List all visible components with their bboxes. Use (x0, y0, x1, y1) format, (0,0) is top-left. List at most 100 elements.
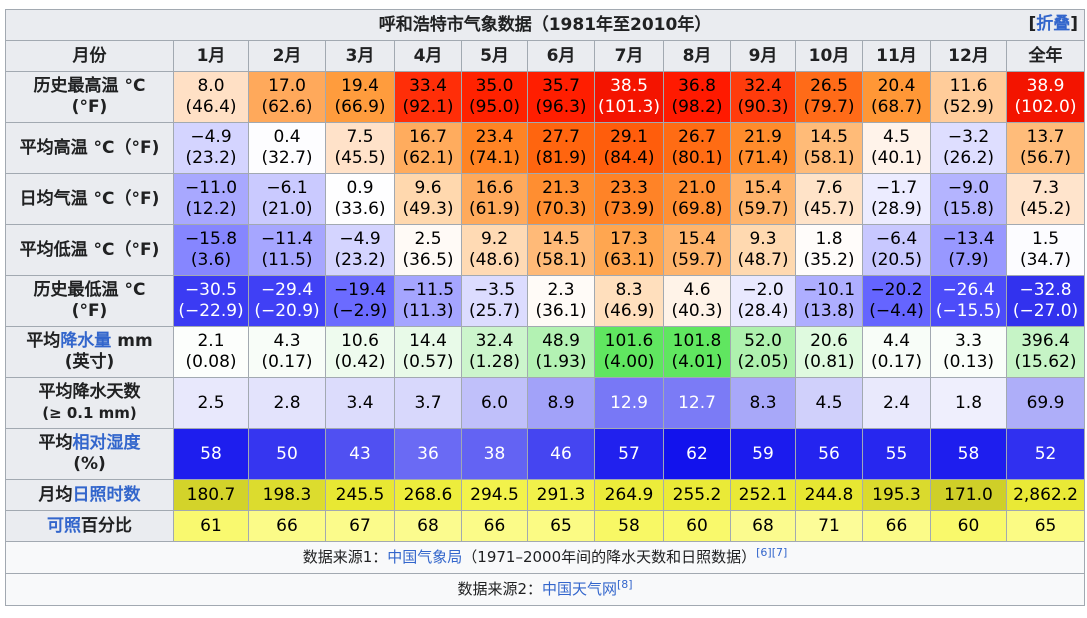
reference-link[interactable]: [6][7] (756, 546, 788, 559)
month-value-cell: −3.2 (26.2) (930, 122, 1007, 174)
value-primary: 27.7 (542, 127, 580, 147)
value-converted: (71.4) (737, 148, 789, 168)
value-primary: 17.0 (268, 76, 306, 96)
month-value-cell: 66 (461, 510, 528, 542)
month-value-cell: 71 (795, 510, 863, 542)
value-primary: 255.2 (672, 484, 722, 505)
value-primary: 69.9 (1026, 392, 1065, 413)
month-value-cell: 9.6 (49.3) (394, 173, 462, 225)
month-value-cell: 3.3 (0.13) (930, 326, 1007, 378)
collapse-link[interactable]: 折叠 (1036, 14, 1071, 34)
value-primary: 43 (349, 443, 371, 464)
value-converted: (45.2) (1019, 199, 1072, 219)
value-converted: (−4.4) (869, 301, 924, 321)
value-primary: 61 (200, 515, 222, 536)
value-converted: (36.5) (402, 250, 454, 270)
collapse-toggle[interactable]: [折叠] (1028, 14, 1078, 35)
value-primary: 20.4 (877, 76, 916, 96)
month-header: 7月 (594, 40, 664, 72)
value-converted: (−15.5) (935, 301, 1002, 321)
month-value-cell: 58 (594, 510, 664, 542)
month-value-cell: 65 (527, 510, 595, 542)
source-link[interactable]: 中国天气网 (541, 580, 617, 598)
value-primary: 0.9 (346, 178, 374, 198)
month-value-cell: −6.4 (20.5) (862, 224, 931, 276)
month-value-cell: 21.3 (70.3) (527, 173, 595, 225)
value-primary: 14.5 (542, 229, 580, 249)
month-value-cell: 101.6 (4.00) (594, 326, 664, 378)
month-value-cell: 17.0 (62.6) (248, 71, 326, 123)
value-primary: 2.3 (547, 280, 575, 300)
year-value-cell: 38.9 (102.0) (1005, 71, 1086, 123)
value-converted: (52.9) (942, 97, 995, 117)
source-link[interactable]: 中国气象局 (387, 548, 463, 566)
year-value-cell: 1.5 (34.7) (1005, 224, 1086, 276)
value-converted: (62.1) (402, 148, 454, 168)
source-row: 数据来源1：中国气象局（1971–2000年间的降水天数和日照数据）[6][7] (4, 541, 1086, 574)
month-value-cell: 16.7 (62.1) (394, 122, 462, 174)
value-converted: (48.6) (468, 250, 521, 270)
reference-link[interactable]: [8] (617, 578, 633, 591)
source-note: （1971–2000年间的降水天数和日照数据） (462, 548, 757, 566)
value-converted: (62.6) (261, 97, 313, 117)
value-converted: (23.2) (334, 250, 386, 270)
value-primary: 59 (752, 443, 774, 464)
row-header-line: (≥ 0.1 mm) (6, 403, 173, 424)
value-converted: (69.8) (671, 199, 723, 219)
value-primary: 55 (885, 443, 908, 464)
value-primary: 21.3 (542, 178, 580, 198)
value-primary: 67 (349, 515, 371, 536)
value-primary: 16.7 (409, 127, 447, 147)
value-converted: (66.9) (334, 97, 386, 117)
source-prefix: 数据来源2： (457, 580, 542, 598)
value-converted: (101.3) (598, 97, 660, 117)
month-value-cell: −4.9 (23.2) (173, 122, 249, 174)
row-header-line: (°F) (6, 97, 173, 118)
value-primary: 10.6 (341, 331, 379, 351)
value-converted: (58.1) (803, 148, 855, 168)
value-primary: 35.7 (542, 76, 580, 96)
row-header-link[interactable]: 降水量 (60, 331, 112, 351)
value-primary: −15.8 (184, 229, 238, 249)
value-primary: 14.5 (810, 127, 848, 147)
value-primary: 3.4 (346, 392, 374, 413)
value-primary: 2.4 (882, 392, 911, 413)
value-primary: 66 (276, 515, 298, 536)
value-primary: −6.1 (266, 178, 308, 198)
month-value-cell: 19.4 (66.9) (325, 71, 395, 123)
month-value-cell: −6.1 (21.0) (248, 173, 326, 225)
value-primary: 8.0 (197, 76, 225, 96)
source-prefix: 数据来源1： (302, 548, 388, 566)
month-value-cell: 60 (663, 510, 731, 542)
row-header-line: 历史最高温 °C (6, 76, 173, 97)
month-value-cell: 252.1 (730, 479, 796, 511)
month-value-cell: 4.5 (40.1) (862, 122, 931, 174)
value-primary: −11.0 (184, 178, 238, 198)
value-primary: −1.7 (875, 178, 918, 198)
row-header-text: 平均高温 °C（°F) (19, 137, 160, 158)
month-value-cell: 58 (173, 428, 249, 480)
value-converted: (48.7) (737, 250, 789, 270)
month-value-cell: 8.9 (527, 377, 595, 429)
value-converted: (−2.9) (332, 301, 388, 321)
value-primary: 66 (885, 515, 908, 536)
row-header-text: (°F) (71, 301, 108, 321)
value-converted: (45.7) (803, 199, 855, 219)
value-primary: 2.5 (414, 229, 442, 249)
value-primary: 8.3 (615, 280, 643, 300)
month-header: 3月 (325, 40, 395, 72)
row-header-link[interactable]: 可照 (47, 515, 81, 536)
row-header-link[interactable]: 相对湿度 (72, 433, 141, 453)
month-value-cell: 171.0 (930, 479, 1007, 511)
toggle-open-bracket: [ (1028, 14, 1037, 34)
month-value-cell: 2.1 (0.08) (173, 326, 249, 378)
value-primary: 19.4 (341, 76, 379, 96)
year-value-cell: 396.4 (15.62) (1005, 326, 1086, 378)
row-header-link[interactable]: 日照时数 (72, 484, 141, 505)
month-value-cell: 264.9 (594, 479, 664, 511)
value-primary: 6.0 (480, 392, 509, 413)
value-converted: (32.7) (261, 148, 313, 168)
month-header: 9月 (730, 40, 796, 72)
month-value-cell: 38.5 (101.3) (594, 71, 664, 123)
table-title-cell: 呼和浩特市气象数据（1981年至2010年） [折叠] (4, 9, 1086, 41)
